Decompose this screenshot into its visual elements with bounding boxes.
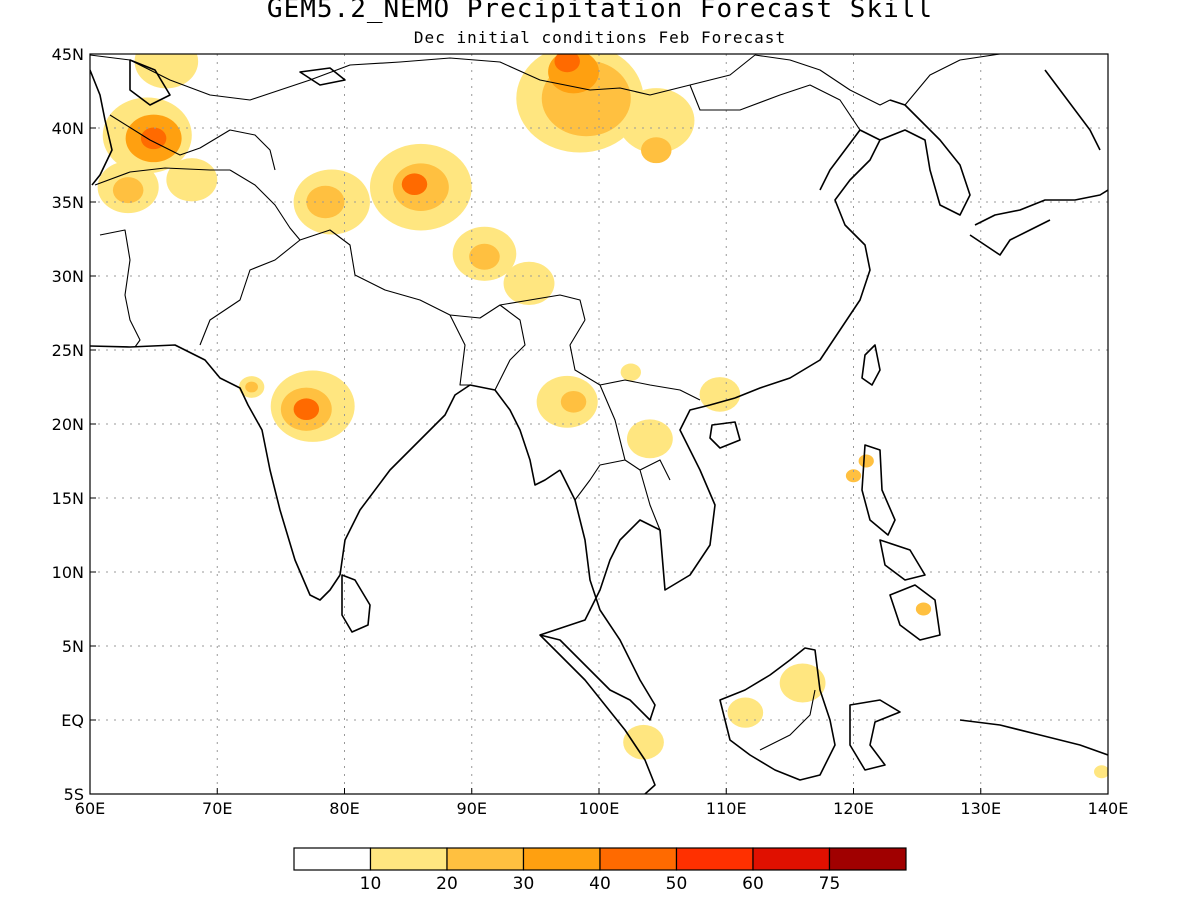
skill-shading-layer (97, 54, 1108, 779)
x-tick-label: 70E (202, 799, 232, 818)
x-tick-label: 100E (579, 799, 620, 818)
skill-region-27 (245, 381, 258, 393)
x-axis-ticks: 60E 70E 80E 90E 100E 110E 120E 130E 140E (75, 788, 1129, 818)
sri-lanka (341, 574, 371, 633)
colorbar-swatch-7 (828, 847, 907, 871)
y-tick-label: 40N (52, 119, 84, 138)
skill-region-18 (623, 724, 664, 760)
y-tick-label: 25N (52, 341, 84, 360)
y-tick-label: 10N (52, 563, 84, 582)
x-tick-label: 80E (329, 799, 359, 818)
aral-region (129, 59, 171, 106)
skill-region-8 (618, 88, 695, 154)
visayas (879, 539, 926, 581)
skill-region-3 (134, 54, 199, 89)
skill-region-23 (469, 243, 500, 270)
map-title: GEM5.2_NEMO Precipitation Forecast Skill (266, 0, 934, 24)
x-tick-label: 110E (706, 799, 747, 818)
skill-region-35 (401, 173, 428, 196)
y-tick-label: 5N (62, 637, 84, 656)
colorbar-swatch-2 (446, 847, 525, 871)
colorbar-swatch-3 (522, 847, 601, 871)
colorbar-label-1: 20 (436, 874, 458, 894)
colorbar-label-0: 10 (360, 874, 382, 894)
y-tick-label: 45N (52, 45, 84, 64)
map-subtitle: Dec initial conditions Feb Forecast (413, 28, 787, 47)
colorbar-label-5: 60 (742, 874, 764, 894)
borneo (719, 647, 836, 781)
y-tick-label: 35N (52, 193, 84, 212)
skill-region-29 (845, 469, 862, 483)
korea-coast (879, 99, 971, 216)
skill-region-17 (727, 697, 764, 728)
new-guinea (959, 719, 1108, 756)
sakhalin (1044, 69, 1101, 151)
skill-region-22 (306, 185, 345, 219)
colorbar: 10 20 30 40 50 60 75 (293, 847, 907, 894)
skill-region-13 (699, 377, 741, 412)
colorbar-swatch-5 (675, 847, 754, 871)
x-tick-label: 140E (1088, 799, 1129, 818)
coastline-layer (90, 59, 1108, 794)
colorbar-label-4: 50 (666, 874, 688, 894)
skill-region-36 (554, 54, 580, 73)
skill-region-31 (915, 602, 932, 616)
skill-region-2 (166, 158, 218, 202)
colorbar-label-2: 30 (513, 874, 535, 894)
y-tick-label: 20N (52, 415, 84, 434)
skill-region-15 (503, 261, 555, 306)
india-west-coast (90, 344, 341, 601)
colorbar-label-3: 40 (589, 874, 611, 894)
sulawesi (849, 699, 901, 771)
skill-region-34 (140, 127, 167, 150)
indochina-coast (539, 397, 736, 721)
sumatra (539, 634, 656, 794)
skill-region-19 (1094, 765, 1108, 779)
taiwan (861, 344, 881, 386)
x-tick-label: 120E (833, 799, 874, 818)
colorbar-swatch-1 (369, 847, 448, 871)
hainan (709, 421, 741, 449)
country-border-layer (90, 54, 1001, 751)
colorbar-swatch-6 (752, 847, 831, 871)
skill-region-14 (620, 363, 641, 381)
china-coast (734, 129, 881, 399)
y-tick-label: EQ (61, 711, 84, 730)
y-tick-label: 30N (52, 267, 84, 286)
y-tick-label: 15N (52, 489, 84, 508)
skill-region-37 (293, 398, 320, 421)
balkhash (299, 67, 346, 86)
colorbar-label-6: 75 (819, 874, 841, 894)
x-tick-label: 90E (457, 799, 487, 818)
skill-region-20 (112, 177, 144, 204)
caspian-east (90, 69, 113, 186)
skill-region-25 (640, 137, 672, 164)
skill-region-12 (626, 419, 673, 459)
x-tick-label: 60E (75, 799, 105, 818)
colorbar-swatch-0 (293, 847, 372, 871)
colorbar-swatch-4 (599, 847, 678, 871)
y-tick-label: 5S (64, 785, 84, 804)
japan-coast (974, 189, 1108, 226)
skill-region-28 (560, 390, 587, 413)
luzon (861, 444, 896, 536)
india-east-coast (339, 384, 561, 576)
gridlines (90, 54, 1108, 794)
y-axis-ticks: 45N 40N 35N 30N 25N 20N 15N 10N 5N EQ 5S (52, 45, 96, 804)
japan-south (969, 219, 1051, 256)
skill-region-30 (858, 454, 874, 468)
mindanao (889, 584, 941, 641)
x-tick-label: 130E (960, 799, 1001, 818)
